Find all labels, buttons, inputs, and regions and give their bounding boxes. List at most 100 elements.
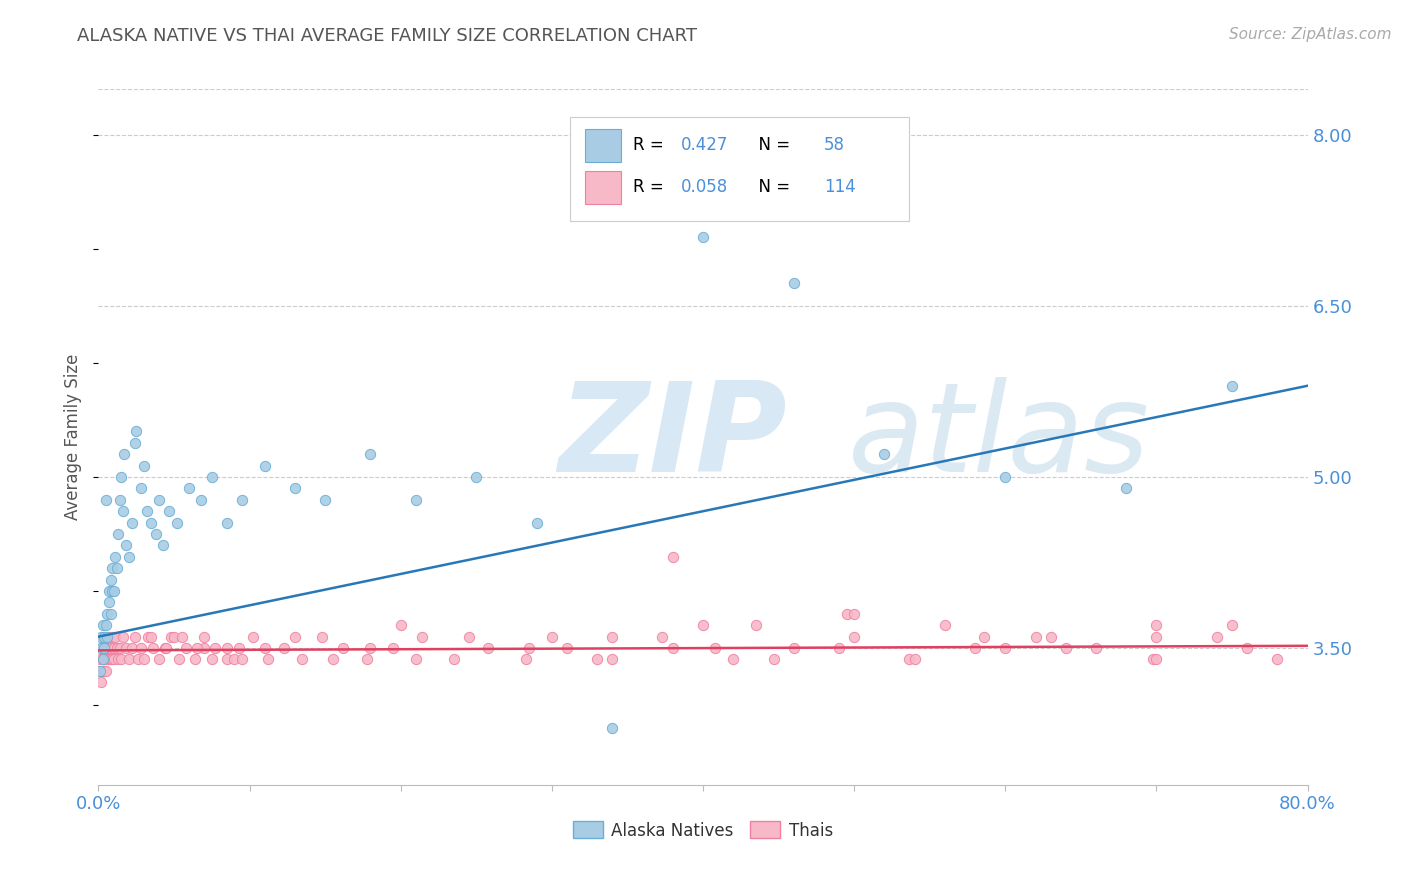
Point bbox=[965, 641, 987, 656]
Point bbox=[108, 641, 131, 656]
Point bbox=[148, 652, 170, 666]
Point bbox=[124, 630, 146, 644]
Point bbox=[163, 630, 186, 644]
Point bbox=[90, 675, 112, 690]
Point bbox=[405, 652, 427, 666]
Point bbox=[389, 618, 412, 632]
Point bbox=[273, 641, 295, 656]
Text: N =: N = bbox=[748, 136, 796, 153]
Point bbox=[314, 492, 336, 507]
Point bbox=[190, 492, 212, 507]
Point bbox=[1142, 652, 1164, 666]
Point bbox=[96, 641, 118, 656]
Point bbox=[201, 652, 224, 666]
Point bbox=[145, 527, 167, 541]
Point bbox=[844, 630, 866, 644]
Point bbox=[783, 276, 806, 290]
Point bbox=[1054, 641, 1077, 656]
Point bbox=[101, 630, 124, 644]
Point bbox=[934, 618, 956, 632]
Point bbox=[1236, 641, 1258, 656]
Point bbox=[555, 641, 578, 656]
Point bbox=[90, 630, 112, 644]
Point bbox=[661, 549, 683, 564]
Point bbox=[1085, 641, 1108, 656]
Point bbox=[94, 492, 117, 507]
Point bbox=[994, 641, 1017, 656]
Point bbox=[91, 652, 114, 666]
Point bbox=[204, 641, 226, 656]
Point bbox=[107, 527, 129, 541]
Point bbox=[141, 630, 163, 644]
Point bbox=[167, 652, 190, 666]
Point bbox=[98, 584, 121, 599]
Point bbox=[540, 630, 562, 644]
Point bbox=[602, 630, 624, 644]
Point bbox=[100, 652, 122, 666]
Point bbox=[515, 652, 537, 666]
Text: Source: ZipAtlas.com: Source: ZipAtlas.com bbox=[1229, 27, 1392, 42]
Point bbox=[897, 652, 920, 666]
Point bbox=[94, 641, 117, 656]
Point bbox=[457, 630, 479, 644]
Point bbox=[661, 641, 683, 656]
Point bbox=[1144, 630, 1167, 644]
Point bbox=[332, 641, 354, 656]
Point bbox=[360, 641, 382, 656]
Point bbox=[96, 652, 118, 666]
Point bbox=[101, 561, 124, 575]
Point bbox=[110, 652, 132, 666]
Point bbox=[873, 447, 896, 461]
Point bbox=[105, 641, 128, 656]
Point bbox=[107, 652, 129, 666]
Point bbox=[1220, 378, 1243, 392]
Point bbox=[129, 641, 152, 656]
Point bbox=[1267, 652, 1289, 666]
Point bbox=[91, 664, 114, 678]
Point bbox=[91, 641, 114, 656]
Text: 58: 58 bbox=[824, 136, 845, 153]
Point bbox=[477, 641, 499, 656]
Point bbox=[602, 721, 624, 735]
Point bbox=[242, 630, 264, 644]
Point bbox=[284, 482, 307, 496]
Point bbox=[111, 630, 134, 644]
Point bbox=[692, 230, 714, 244]
Point bbox=[129, 482, 152, 496]
Point bbox=[114, 538, 136, 552]
Point bbox=[382, 641, 405, 656]
Point bbox=[745, 618, 768, 632]
Point bbox=[517, 641, 540, 656]
Point bbox=[118, 652, 141, 666]
Point bbox=[526, 516, 548, 530]
Text: R =: R = bbox=[633, 136, 669, 153]
Point bbox=[91, 652, 114, 666]
Point bbox=[91, 618, 114, 632]
Point bbox=[96, 630, 118, 644]
Point bbox=[94, 618, 117, 632]
Point bbox=[174, 641, 197, 656]
Text: 114: 114 bbox=[824, 178, 856, 195]
Point bbox=[360, 447, 382, 461]
Point bbox=[201, 470, 224, 484]
Point bbox=[152, 538, 174, 552]
Point bbox=[124, 435, 146, 450]
Bar bbox=[585, 170, 621, 204]
Point bbox=[1144, 652, 1167, 666]
Point bbox=[1115, 482, 1137, 496]
Point bbox=[356, 652, 378, 666]
Point bbox=[844, 607, 866, 621]
Point bbox=[228, 641, 250, 656]
Point bbox=[651, 630, 673, 644]
Point bbox=[132, 652, 155, 666]
Point bbox=[89, 664, 111, 678]
Point bbox=[94, 630, 117, 644]
Point bbox=[763, 652, 786, 666]
Point bbox=[215, 516, 238, 530]
Point bbox=[90, 641, 112, 656]
Text: atlas: atlas bbox=[848, 376, 1150, 498]
Point bbox=[136, 630, 159, 644]
Point bbox=[103, 652, 125, 666]
Point bbox=[994, 470, 1017, 484]
Point bbox=[89, 664, 111, 678]
